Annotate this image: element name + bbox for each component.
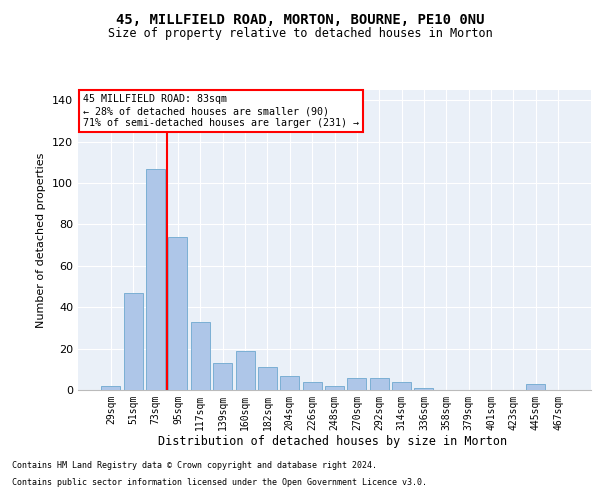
Y-axis label: Number of detached properties: Number of detached properties (37, 152, 46, 328)
Bar (370, 378, 389, 390)
Bar (526, 384, 545, 390)
Text: 45 MILLFIELD ROAD: 83sqm
← 28% of detached houses are smaller (90)
71% of semi-d: 45 MILLFIELD ROAD: 83sqm ← 28% of detach… (83, 94, 359, 128)
Text: Distribution of detached houses by size in Morton: Distribution of detached houses by size … (158, 435, 508, 448)
Bar (101, 386, 121, 390)
Bar (280, 376, 299, 390)
Bar (124, 293, 143, 390)
Text: Contains HM Land Registry data © Crown copyright and database right 2024.: Contains HM Land Registry data © Crown c… (12, 460, 377, 469)
Bar (191, 322, 210, 390)
Bar (146, 168, 165, 390)
Bar (325, 386, 344, 390)
Bar (236, 350, 254, 390)
Bar (169, 237, 187, 390)
Bar (213, 363, 232, 390)
Bar (392, 382, 411, 390)
Bar (347, 378, 367, 390)
Bar (415, 388, 433, 390)
Bar (302, 382, 322, 390)
Text: 45, MILLFIELD ROAD, MORTON, BOURNE, PE10 0NU: 45, MILLFIELD ROAD, MORTON, BOURNE, PE10… (116, 12, 484, 26)
Text: Contains public sector information licensed under the Open Government Licence v3: Contains public sector information licen… (12, 478, 427, 487)
Text: Size of property relative to detached houses in Morton: Size of property relative to detached ho… (107, 28, 493, 40)
Bar (258, 367, 277, 390)
